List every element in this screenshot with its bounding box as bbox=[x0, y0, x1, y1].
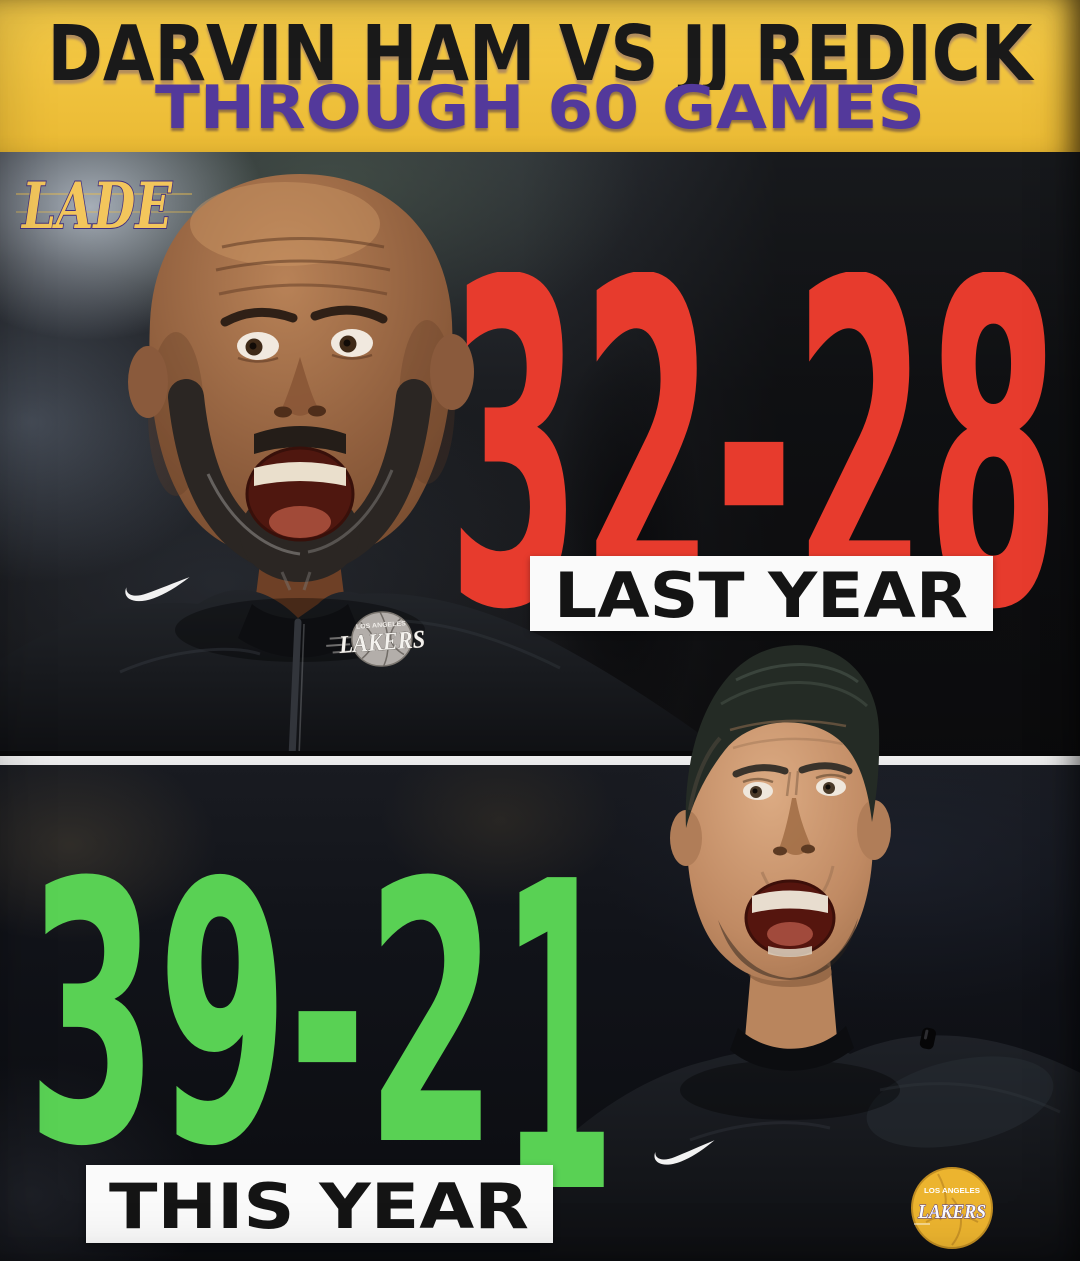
lakers-shirt-logo: LOS ANGELES LAKERS bbox=[911, 1167, 993, 1249]
jj-hair bbox=[685, 645, 880, 828]
this-year-label-text: THIS YEAR bbox=[109, 1170, 529, 1243]
banner-subtitle: THROUGH 60 GAMES bbox=[155, 80, 925, 138]
lakers-jacket-logo-small-text: LOS ANGELES bbox=[356, 620, 407, 631]
this-year-record: 39-2 bbox=[27, 872, 497, 1157]
jj-right-ear bbox=[857, 800, 891, 860]
nike-swoosh-icon bbox=[125, 577, 190, 602]
ham-left-brow bbox=[220, 307, 298, 327]
banner-subtitle-text: THROUGH 60 GAMES bbox=[155, 80, 925, 138]
banner-title: DARVIN HAM VS JJ REDICK bbox=[48, 14, 1035, 90]
jj-nose bbox=[780, 798, 811, 855]
jj-stubble bbox=[718, 918, 858, 980]
banner-title-text: DARVIN HAM VS JJ REDICK bbox=[48, 14, 1035, 90]
this-year-record-tail: 1 bbox=[501, 872, 615, 1207]
ham-right-brow bbox=[310, 305, 388, 324]
jj-shirt: LOS ANGELES LAKERS bbox=[540, 1026, 1080, 1261]
microphone-icon bbox=[919, 1027, 936, 1050]
banner: DARVIN HAM VS JJ REDICK THROUGH 60 GAMES bbox=[0, 0, 1080, 152]
darvin-ham-photo: LOS ANGELES LAKERS bbox=[0, 174, 700, 757]
this-year-record-tail-text: 1 bbox=[501, 872, 615, 1207]
last-year-label-text: LAST YEAR bbox=[554, 559, 968, 631]
jj-left-brow bbox=[732, 764, 789, 778]
lakers-shirt-logo-text: LAKERS bbox=[917, 1201, 986, 1223]
lakers-shirt-logo-small-text: LOS ANGELES bbox=[924, 1188, 980, 1195]
jj-right-brow bbox=[798, 762, 853, 775]
jj-left-ear bbox=[670, 810, 702, 866]
lakers-jacket-logo: LOS ANGELES LAKERS bbox=[326, 611, 426, 667]
last-year-label: LAST YEAR bbox=[554, 559, 968, 631]
ham-face bbox=[128, 174, 474, 591]
jj-eyes bbox=[742, 773, 847, 800]
nike-swoosh-icon bbox=[654, 1140, 715, 1165]
last-year-label-box: LAST YEAR bbox=[530, 556, 993, 631]
lade-watermark-text: LADE bbox=[20, 172, 172, 244]
ham-mouth bbox=[245, 446, 355, 542]
ham-left-ear bbox=[128, 346, 168, 418]
this-year-record-text: 39-2 bbox=[27, 872, 497, 1157]
ham-jacket: LOS ANGELES LAKERS bbox=[0, 577, 700, 757]
this-year-label: THIS YEAR bbox=[109, 1170, 529, 1243]
lakers-jacket-logo-text: LAKERS bbox=[337, 626, 426, 659]
ham-mustache bbox=[254, 426, 346, 454]
lade-watermark: LADE bbox=[16, 172, 192, 244]
ham-right-ear bbox=[430, 334, 474, 410]
this-year-label-box: THIS YEAR bbox=[86, 1165, 553, 1243]
jj-face bbox=[670, 645, 891, 981]
ham-nose bbox=[283, 357, 317, 416]
jj-mouth bbox=[744, 879, 836, 957]
ham-eyes bbox=[237, 329, 373, 363]
jj-redick-photo: LOS ANGELES LAKERS bbox=[540, 645, 1080, 1261]
